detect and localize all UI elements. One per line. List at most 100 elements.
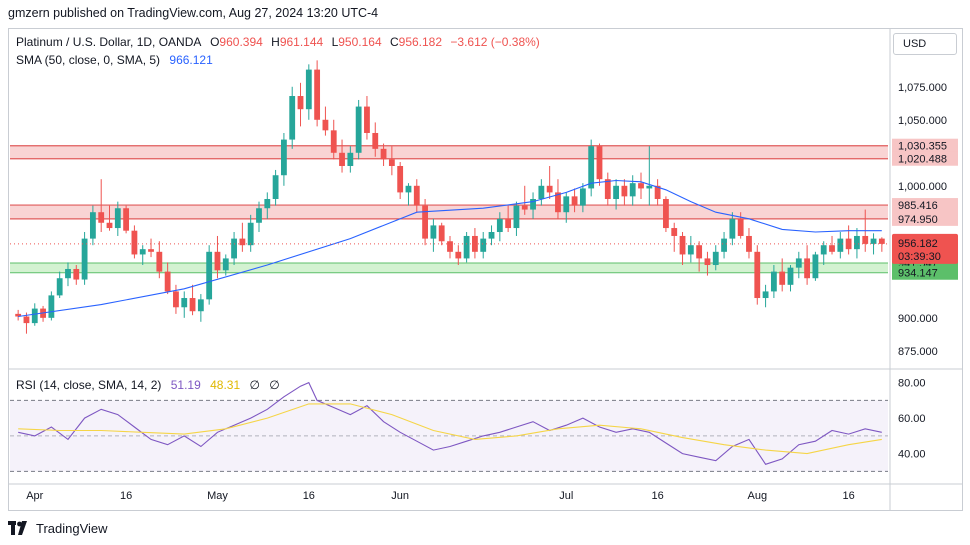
time-tick-label: 16 [303,490,315,502]
candle-body [629,183,636,197]
candle-body [679,235,686,255]
time-tick-label: Aug [747,490,767,502]
candle-body [89,212,96,239]
resistance-bottom-label-bg [892,211,958,226]
time-tick-label: Jun [391,490,409,502]
candle-body [613,185,620,199]
candle-body [480,238,487,252]
time-tick-label: Jul [559,490,573,502]
currency-button[interactable]: USD [893,33,957,55]
candle-body [23,316,30,324]
candle-body [845,238,852,250]
time-tick-label: 16 [120,490,132,502]
x-axis: Apr 16 May 16 Jun Jul 16 Aug 16 [26,490,855,502]
candle-body [314,69,321,120]
candle-body [222,258,229,271]
candle-body [231,238,237,259]
sma-line [18,179,882,318]
time-tick-label: 16 [843,490,855,502]
price-tick-label: 1,000.000 [898,181,947,193]
price-tick-label: 1,075.000 [898,82,947,94]
rsi-tick-label: 80.00 [898,378,926,390]
legend: Platinum / U.S. Dollar, 1D, OANDA O960.3… [16,35,540,392]
candle-body [364,106,370,133]
resistance-bottom-label: 974.950 [898,214,938,226]
candle-body [837,238,844,252]
candle-body [737,218,744,236]
rsi-line [18,381,882,465]
brand-name: TradingView [36,520,108,536]
candle-body [555,192,561,213]
candle-body [305,69,312,110]
tradingview-logo[interactable]: TradingView [8,518,108,538]
candle-body [696,245,703,259]
price-tick-label: 1,050.000 [898,115,947,127]
candle-body [164,271,171,292]
candle-body [56,278,63,296]
time-tick-label: Apr [26,490,43,502]
resistance-bottom-label-bg [892,151,958,166]
candle-body [73,268,80,280]
candle-body [405,185,412,193]
candle-body [829,245,835,252]
resistance-top-label: 1,030.355 [898,141,947,153]
candle-body [496,218,503,233]
candle-body [571,196,578,206]
candle-body [15,313,22,317]
candle-body [372,132,379,149]
candle-body [81,238,88,280]
candle-body [505,218,512,229]
resistance-zone [10,205,888,219]
rsi-tick-label: 60.00 [898,413,926,425]
candle-body [214,251,221,271]
candle-body [646,185,653,189]
candle-body [247,222,254,246]
candle-body [513,205,520,229]
current-price-label: 956.182 [898,238,938,250]
candle-body [189,298,196,312]
resistance-top-label-bg [892,138,958,153]
time-tick-label: 16 [651,490,663,502]
candle-body [704,258,711,266]
resistance-zone [10,145,888,159]
candle-body [729,218,736,239]
candle-body [820,245,827,255]
candle-body [795,258,802,268]
resistance-bottom-label: 1,020.488 [898,154,947,166]
support-bottom-label: 934.147 [898,268,938,280]
candle-body [65,268,71,279]
candle-body [687,245,694,255]
candle-body [422,205,428,239]
tradingview-logo-icon [8,521,27,535]
candle-body [621,185,628,197]
candle-body [671,228,678,236]
chart-frame[interactable] [8,28,963,511]
resistance-top-label-bg [892,198,958,213]
candle-body [438,225,445,242]
rsi-legend: RSI (14, close, SMA, 14, 2) 51.19 48.31 … [16,378,280,392]
candle-body [746,235,752,252]
candle-body [521,205,528,210]
candle-body [588,146,595,189]
candle-body [538,185,545,199]
candle-body [131,230,138,255]
candle-body [530,199,536,210]
candle-body [455,251,462,259]
candle-body [339,152,345,166]
resistance-top-label: 985.416 [898,200,938,212]
candle-body [197,299,204,312]
candle-body [256,208,262,223]
candle-body [330,130,337,153]
candle-body [206,251,213,300]
candle-body [347,152,354,166]
candle-body [388,159,395,166]
candle-body [173,291,179,308]
current-price-tag-bg [892,233,958,264]
candle-body [297,96,304,110]
candle-body [272,175,279,199]
candle-body [48,295,55,318]
candle-body [596,146,603,180]
candle-body [862,235,869,244]
candle-body [579,188,586,206]
